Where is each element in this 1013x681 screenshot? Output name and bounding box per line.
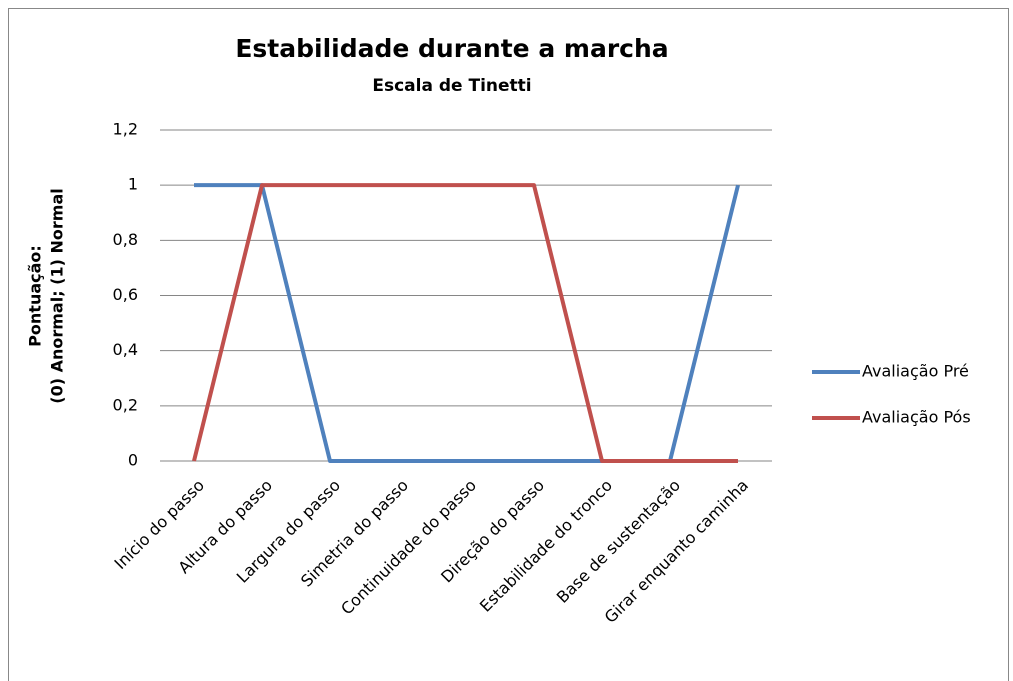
legend-label: Avaliação Pós bbox=[862, 408, 971, 427]
y-tick-label: 1,2 bbox=[113, 120, 138, 139]
y-tick-label: 0,8 bbox=[113, 230, 138, 249]
y-axis-title-line: (0) Anormal; (1) Normal bbox=[48, 188, 67, 403]
y-axis-title-line: Pontuação: bbox=[26, 245, 45, 347]
y-tick-label: 0 bbox=[128, 451, 138, 470]
y-tick-label: 0,6 bbox=[113, 285, 138, 304]
y-tick-label: 0,4 bbox=[113, 340, 138, 359]
chart-subtitle: Escala de Tinetti bbox=[372, 76, 531, 96]
chart-title: Estabilidade durante a marcha bbox=[235, 34, 668, 63]
legend-label: Avaliação Pré bbox=[862, 362, 969, 381]
y-axis-title: Pontuação: (0) Anormal; (1) Normal bbox=[26, 188, 67, 403]
chart-frame bbox=[8, 8, 1009, 681]
y-tick-label: 1 bbox=[128, 175, 138, 194]
y-tick-label: 0,2 bbox=[113, 395, 138, 414]
series-line bbox=[192, 183, 738, 463]
